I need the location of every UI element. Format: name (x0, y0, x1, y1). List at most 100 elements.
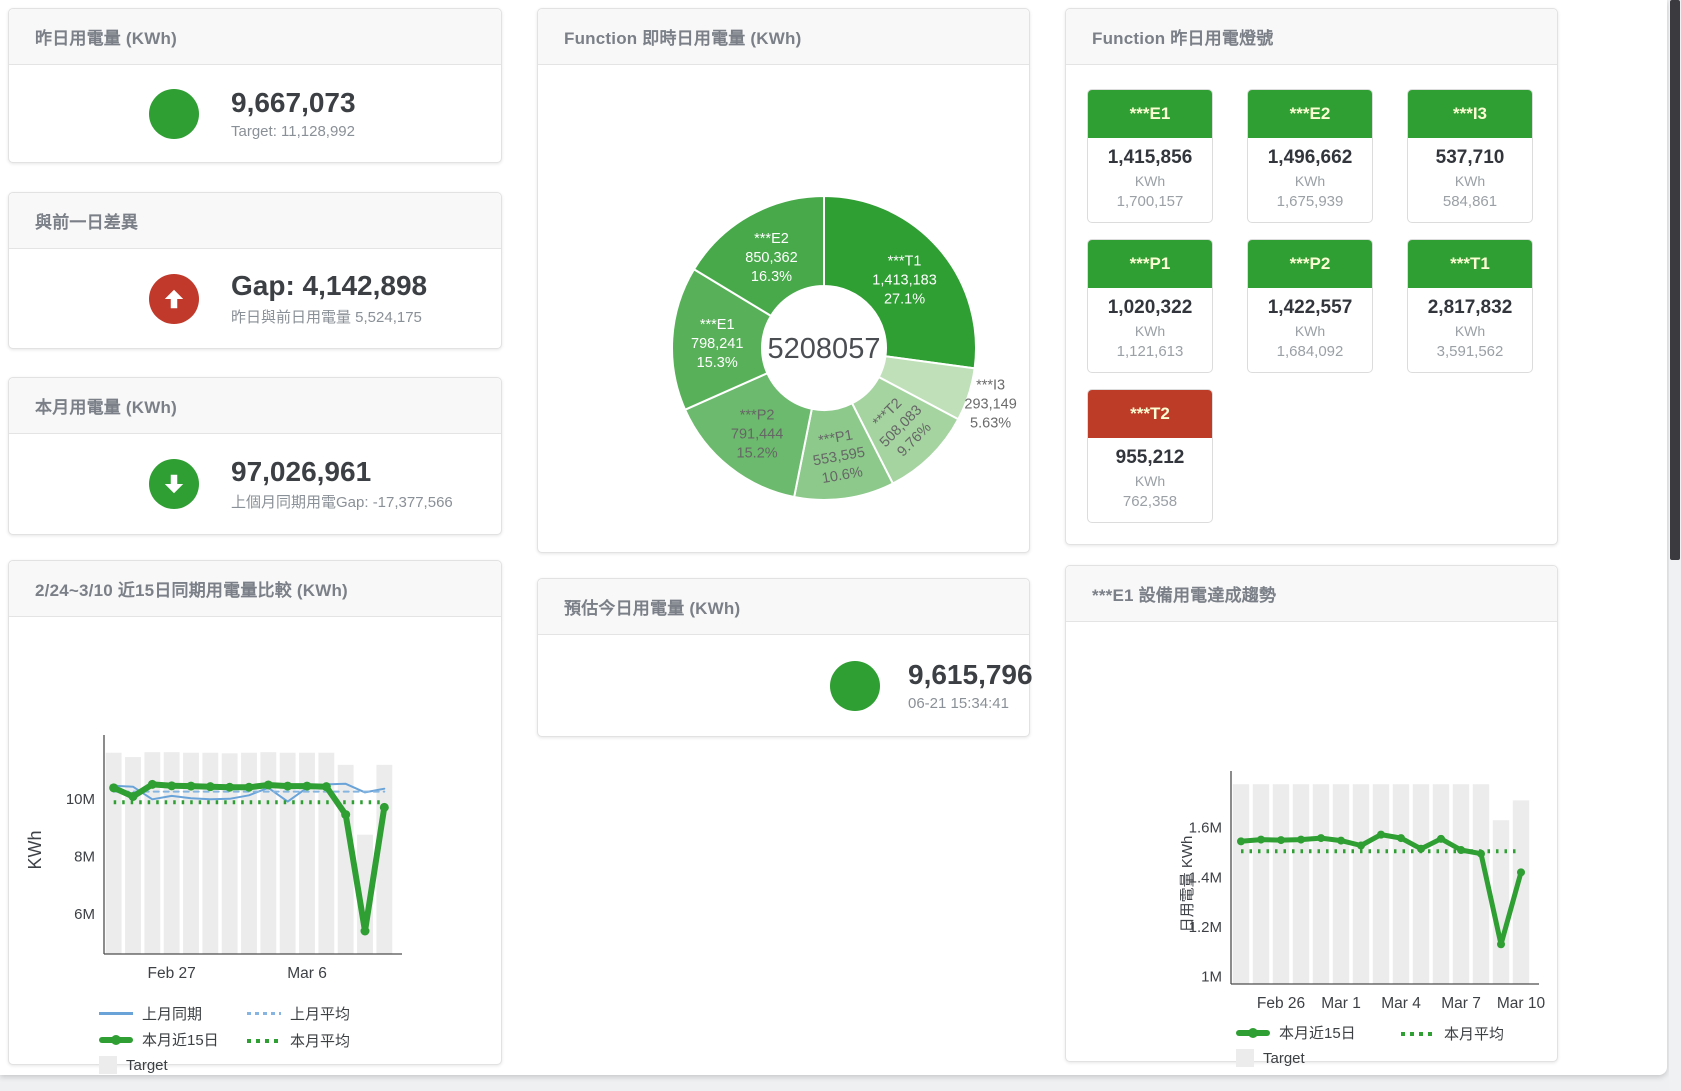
tile-value: 955,212 (1115, 447, 1185, 468)
target-bar (1252, 784, 1270, 984)
legend-label: Target (126, 1056, 168, 1074)
legend-item-Target[interactable]: Target (99, 1056, 247, 1074)
donut-slice-label: ***E2 850,362 16.3% (745, 231, 797, 285)
y-tick-label: 6M (74, 906, 95, 923)
y-tick-label: 1M (1201, 969, 1222, 986)
target-bar (125, 757, 141, 954)
card-body: ***T1 1,413,183 27.1% ***I3 293,149 5.63% ***T… (538, 65, 1029, 538)
card-e1-trend-chart: ***E1 設備用電達成趨勢 1M 1.2M 1.4M 1.6M Feb 26 Mar 1… (1065, 565, 1558, 1067)
tile-label: ***E2 (1289, 104, 1331, 123)
light-tile-E1[interactable]: ***E1 1,415,856 KWh 1,700,157 (1087, 89, 1213, 223)
card-header: 本月用電量 (KWh) (9, 378, 501, 434)
legend-item-Target[interactable]: Target (1236, 1049, 1401, 1067)
tile-value: 1,415,856 (1107, 147, 1193, 168)
legend-swatch-thick-icon (99, 1034, 133, 1045)
light-tile-P2[interactable]: ***P2 1,422,557 KWh 1,684,092 (1247, 239, 1373, 373)
series-marker (321, 782, 331, 792)
arrow-up-circle-icon (149, 273, 199, 324)
donut-slice-P2[interactable] (684, 372, 813, 499)
card-header: Function 昨日用電燈號 (1066, 9, 1557, 65)
donut-center-total: 5208057 (768, 333, 881, 365)
legend-item-本月近15日[interactable]: 本月近15日 (1236, 1022, 1401, 1043)
tile-value: 1,496,662 (1267, 147, 1353, 168)
legend-item-上月同期[interactable]: 上月同期 (99, 1003, 247, 1024)
legend-row: Target (1236, 1049, 1557, 1072)
card-yesterday-usage: 昨日用電量 (KWh) 9,667,073 Target: 11,128,992 (8, 8, 502, 163)
stat-text: 97,026,961 上個月同期用電Gap: -17,377,566 (231, 456, 453, 512)
tile-unit: KWh (1134, 473, 1166, 489)
series-marker (205, 782, 215, 792)
legend-swatch-dots-icon (247, 1038, 281, 1043)
tile-value: 2,817,832 (1427, 297, 1513, 318)
tile-header: ***T1 (1408, 240, 1532, 288)
legend-item-本月平均[interactable]: 本月平均 (1401, 1023, 1566, 1044)
realtime-donut-chart: ***T1 1,413,183 27.1% ***I3 293,149 5.63% ***T… (538, 65, 1029, 538)
donut-slice-label: ***I3 293,149 5.63% (964, 378, 1016, 432)
card-title: 2/24~3/10 近15日同期用電量比較 (KWh) (35, 581, 348, 600)
card-body: ***E1 1,415,856 KWh 1,700,157 ***E2 1,496,662… (1066, 65, 1557, 546)
tile-body: 537,710 KWh 584,861 (1408, 138, 1532, 222)
card-header: 與前一日差異 (9, 193, 501, 249)
card-body: 1M 1.2M 1.4M 1.6M Feb 26 Mar 1 Mar 4 Mar 7 Mar 1… (1066, 622, 1557, 1072)
tile-body: 1,422,557 KWh 1,684,092 (1248, 288, 1372, 372)
tile-unit: KWh (1134, 173, 1166, 189)
light-tile-T1[interactable]: ***T1 2,817,832 KWh 3,591,562 (1407, 239, 1533, 373)
stat-text: 9,667,073 Target: 11,128,992 (231, 87, 356, 139)
stat-value: 9,667,073 (231, 87, 356, 119)
legend-label: 本月近15日 (142, 1032, 219, 1049)
scrollbar-thumb[interactable] (1670, 0, 1680, 560)
legend-label: 本月近15日 (1279, 1025, 1356, 1042)
y-tick-label: 1.2M (1189, 919, 1222, 936)
light-tile-P1[interactable]: ***P1 1,020,322 KWh 1,121,613 (1087, 239, 1213, 373)
legend-label: 本月平均 (290, 1033, 351, 1050)
legend-row: 本月近15日 本月平均 (99, 1029, 501, 1051)
light-tile-E2[interactable]: ***E2 1,496,662 KWh 1,675,939 (1247, 89, 1373, 223)
donut-slice-E2[interactable] (693, 195, 825, 317)
card-body: Gap: 4,142,898 昨日與前日用電量 5,524,175 (9, 249, 501, 348)
tile-body: 2,817,832 KWh 3,591,562 (1408, 288, 1532, 372)
x-tick-label: Mar 4 (1381, 995, 1421, 1012)
legend-item-本月平均[interactable]: 本月平均 (247, 1030, 395, 1051)
series-marker (1257, 835, 1265, 844)
tile-target: 1,700,157 (1116, 193, 1184, 210)
y-axis-label: KWh (25, 830, 45, 869)
legend-item-上月平均[interactable]: 上月平均 (247, 1003, 395, 1024)
stat-subtext: 上個月同期用電Gap: -17,377,566 (231, 494, 453, 512)
card-header: Function 即時日用電量 (KWh) (538, 9, 1029, 65)
tile-unit: KWh (1294, 173, 1326, 189)
series-marker (167, 781, 177, 791)
series-marker (263, 780, 273, 790)
tile-label: ***T2 (1130, 404, 1170, 423)
light-tile-I3[interactable]: ***I3 537,710 KWh 584,861 (1407, 89, 1533, 223)
target-bar (1312, 784, 1330, 984)
series-marker (1417, 844, 1425, 853)
donut-slice-E1[interactable] (671, 268, 772, 411)
light-tile-T2[interactable]: ***T2 955,212 KWh 762,358 (1087, 389, 1213, 523)
y-tick-label: 8M (74, 848, 95, 865)
compare15-legend: 上月同期 上月平均本月近15日 本月平均 Target (99, 1002, 501, 1079)
target-bar (1472, 784, 1490, 984)
lights-tile-grid: ***E1 1,415,856 KWh 1,700,157 ***E2 1,496,662… (1087, 89, 1536, 523)
x-tick-label: Feb 26 (1257, 995, 1305, 1012)
tile-value: 1,020,322 (1107, 297, 1193, 318)
legend-item-本月近15日[interactable]: 本月近15日 (99, 1029, 247, 1050)
tile-target: 1,675,939 (1276, 193, 1344, 210)
series-marker (128, 791, 138, 801)
series-marker (1357, 841, 1365, 850)
series-line-上月同期 (112, 782, 386, 803)
card-month-usage: 本月用電量 (KWh) 97,026,961 上個月同期用電Gap: -17,3… (8, 377, 502, 535)
vertical-scrollbar[interactable] (1669, 0, 1681, 1091)
series-marker (244, 782, 254, 792)
card-title: 與前一日差異 (35, 213, 139, 232)
tile-target: 1,684,092 (1276, 343, 1344, 360)
donut-slice-T1[interactable] (823, 195, 977, 370)
card-title: 昨日用電量 (KWh) (35, 29, 177, 48)
legend-swatch-dash-icon (247, 1012, 281, 1015)
card-title: 預估今日用電量 (KWh) (564, 599, 741, 618)
series-marker (1237, 837, 1245, 846)
tile-label: ***E1 (1129, 104, 1171, 123)
target-bar (1452, 784, 1470, 984)
series-marker (1497, 940, 1505, 949)
series-marker (302, 781, 312, 791)
target-bar (1332, 784, 1350, 984)
